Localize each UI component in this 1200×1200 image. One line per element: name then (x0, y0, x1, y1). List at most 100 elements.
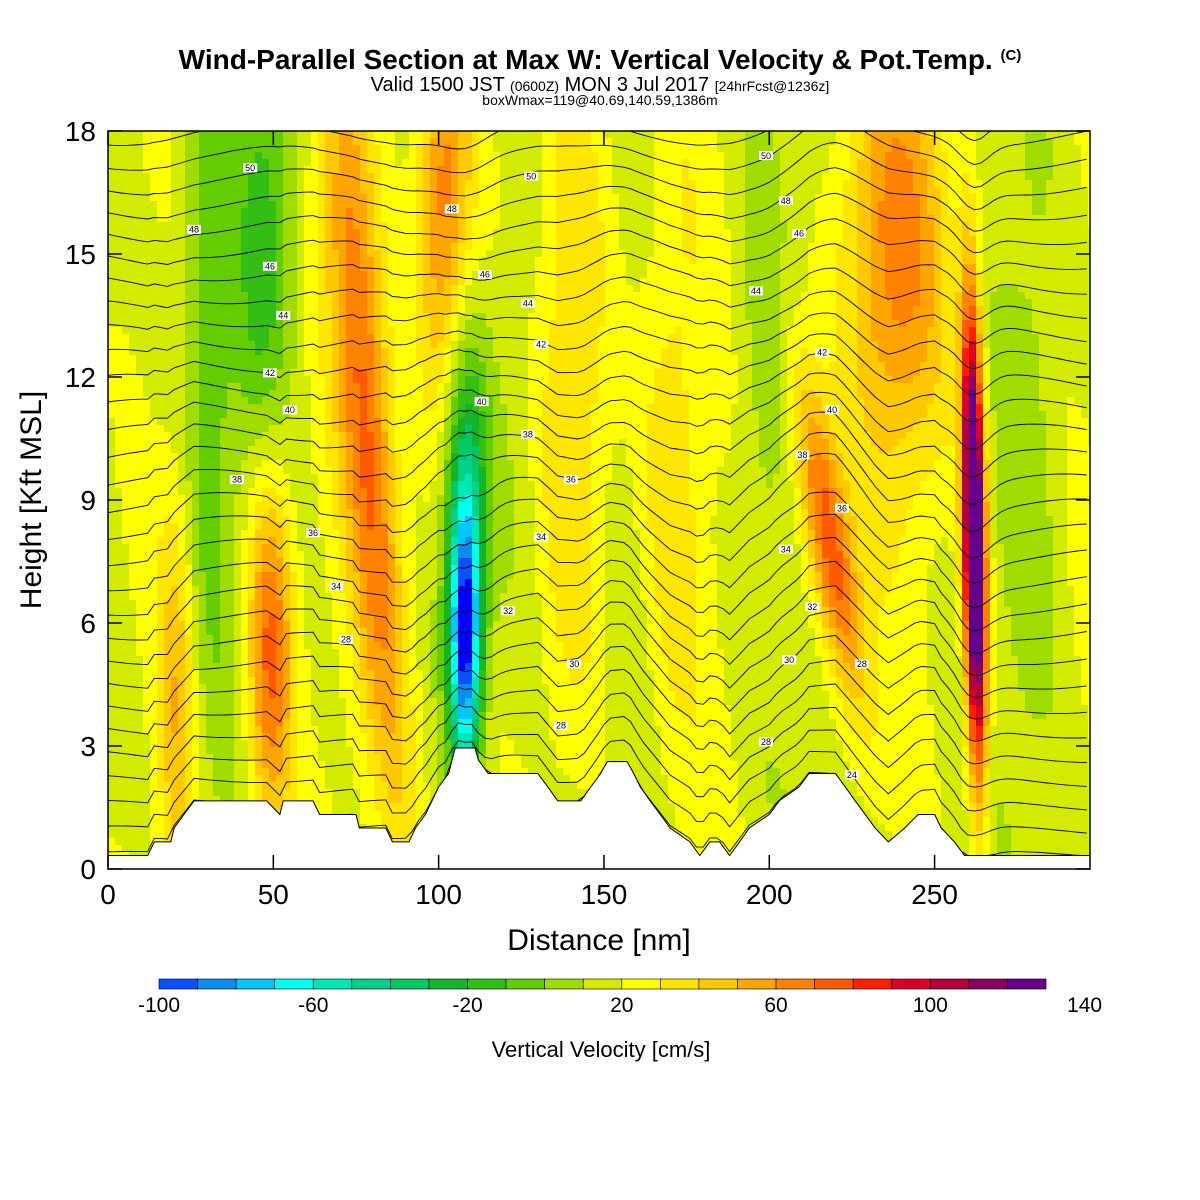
field-cell (416, 131, 424, 139)
field-cell (290, 348, 298, 356)
field-cell (367, 376, 375, 384)
field-cell (136, 747, 144, 755)
field-cell (178, 796, 186, 804)
field-cell (164, 383, 172, 391)
field-cell (220, 796, 228, 804)
field-cell (367, 593, 375, 601)
field-cell (332, 565, 340, 573)
field-cell (297, 271, 305, 279)
field-cell (164, 516, 172, 524)
field-cell (409, 152, 417, 160)
field-cell (346, 425, 354, 433)
field-cell (367, 502, 375, 510)
field-cell (143, 754, 151, 762)
field-cell (129, 460, 137, 468)
field-cell (283, 761, 291, 769)
field-cell (192, 369, 200, 377)
field-cell (395, 334, 403, 342)
field-cell (150, 159, 158, 167)
field-cell (185, 537, 193, 545)
field-cell (367, 544, 375, 552)
field-cell (262, 460, 270, 468)
field-cell (255, 754, 263, 762)
field-cell (213, 348, 221, 356)
field-cell (129, 285, 137, 293)
field-cell (143, 390, 151, 398)
field-cell (115, 369, 123, 377)
field-cell (248, 194, 256, 202)
field-cell (262, 418, 270, 426)
field-cell (150, 411, 158, 419)
field-cell (325, 642, 333, 650)
field-cell (276, 593, 284, 601)
field-cell (276, 320, 284, 328)
field-cell (115, 670, 123, 678)
field-cell (276, 572, 284, 580)
field-cell (192, 481, 200, 489)
field-cell (220, 789, 228, 797)
field-cell (206, 558, 214, 566)
field-cell (143, 187, 151, 195)
field-cell (255, 271, 263, 279)
field-cell (171, 390, 179, 398)
field-cell (108, 362, 116, 370)
field-cell (185, 712, 193, 720)
field-cell (276, 369, 284, 377)
field-cell (409, 635, 417, 643)
field-cell (143, 621, 151, 629)
field-cell (241, 159, 249, 167)
field-cell (108, 208, 116, 216)
field-cell (325, 733, 333, 741)
field-cell (192, 299, 200, 307)
field-cell (248, 523, 256, 531)
field-cell (325, 719, 333, 727)
field-cell (248, 145, 256, 153)
field-cell (234, 439, 242, 447)
field-cell (423, 166, 431, 174)
field-cell (332, 453, 340, 461)
field-cell (297, 516, 305, 524)
field-cell (227, 649, 235, 657)
field-cell (157, 159, 165, 167)
field-cell (136, 754, 144, 762)
field-cell (241, 754, 249, 762)
field-cell (192, 306, 200, 314)
field-cell (297, 747, 305, 755)
field-cell (199, 593, 207, 601)
field-cell (150, 327, 158, 335)
field-cell (283, 775, 291, 783)
field-cell (234, 607, 242, 615)
field-cell (143, 579, 151, 587)
field-cell (276, 229, 284, 237)
field-cell (367, 670, 375, 678)
field-cell (157, 306, 165, 314)
field-cell (367, 768, 375, 776)
field-cell (367, 180, 375, 188)
field-cell (122, 334, 130, 342)
field-cell (171, 355, 179, 363)
field-cell (311, 572, 319, 580)
field-cell (276, 278, 284, 286)
field-cell (234, 726, 242, 734)
field-cell (339, 719, 347, 727)
field-cell (311, 320, 319, 328)
field-cell (199, 761, 207, 769)
field-cell (339, 747, 347, 755)
field-cell (192, 313, 200, 321)
field-cell (192, 677, 200, 685)
field-cell (353, 292, 361, 300)
field-cell (402, 740, 410, 748)
field-cell (255, 740, 263, 748)
field-cell (227, 677, 235, 685)
field-cell (416, 229, 424, 237)
field-cell (276, 439, 284, 447)
field-cell (213, 243, 221, 251)
field-cell (234, 691, 242, 699)
field-cell (290, 446, 298, 454)
field-cell (199, 530, 207, 538)
field-cell (122, 621, 130, 629)
field-cell (248, 705, 256, 713)
field-cell (129, 278, 137, 286)
field-cell (248, 537, 256, 545)
field-cell (164, 341, 172, 349)
